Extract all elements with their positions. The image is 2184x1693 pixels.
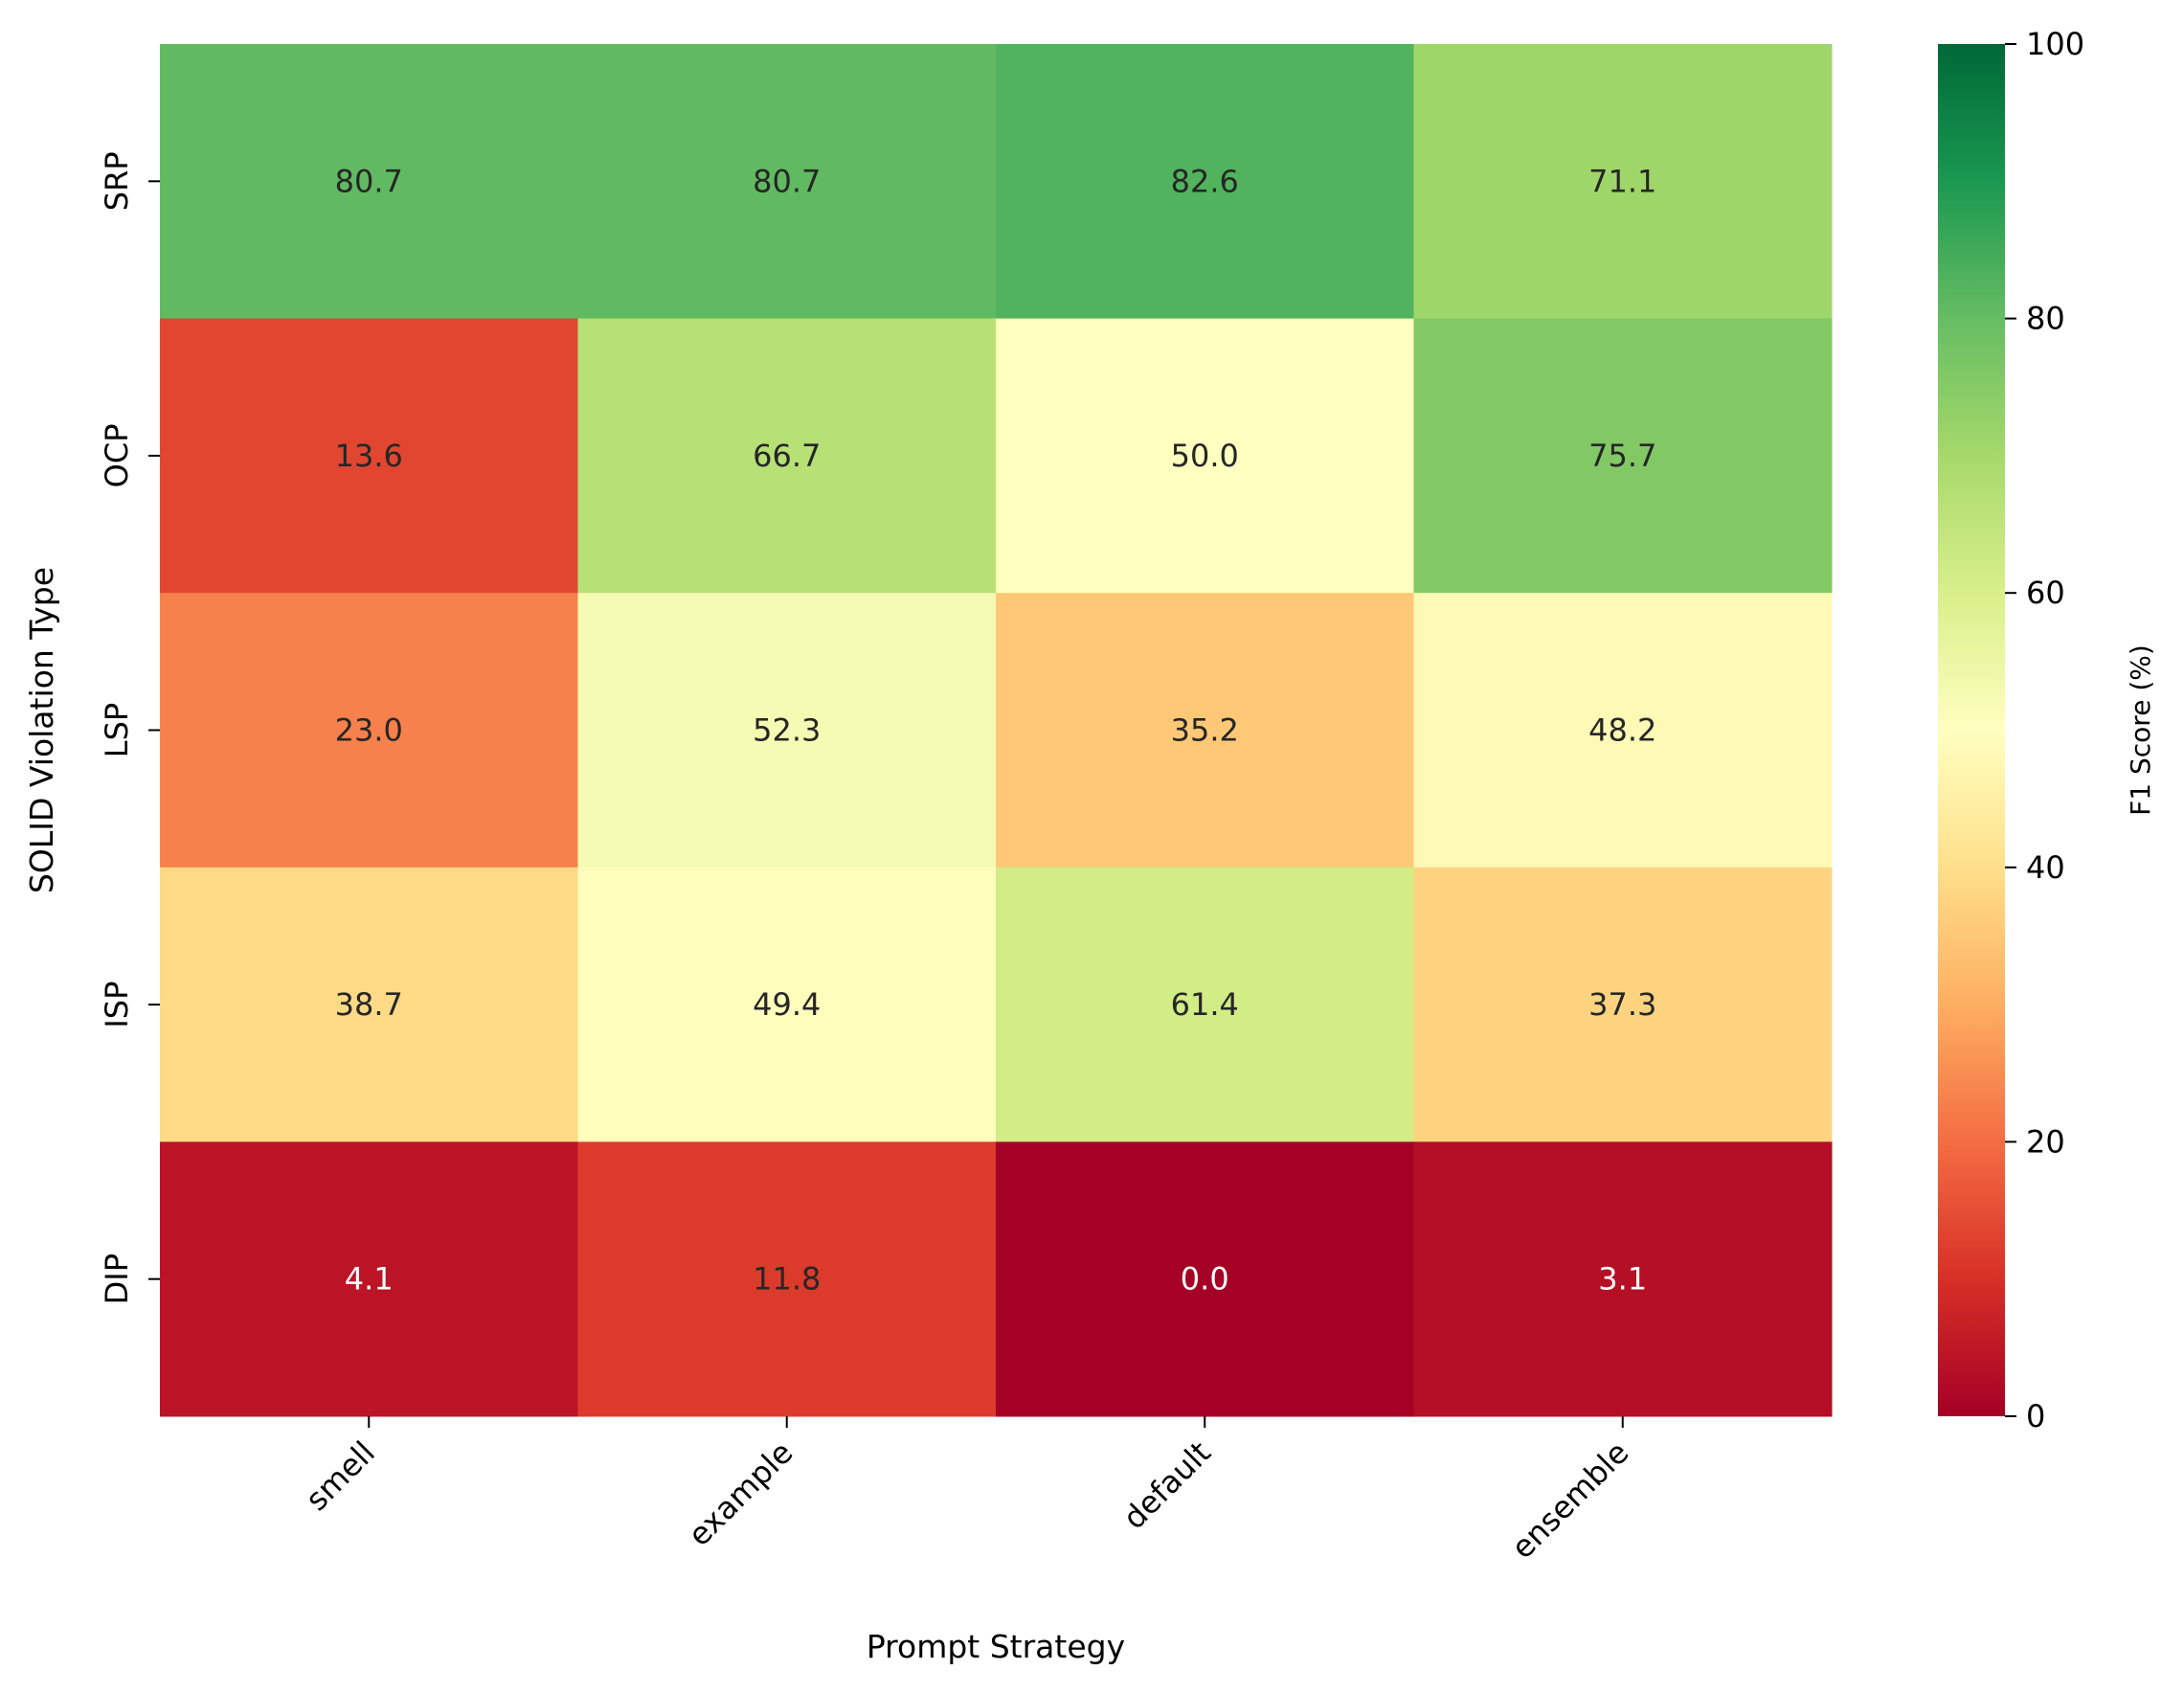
heatmap-cell bbox=[996, 867, 1414, 1142]
cell-value-label: 48.2 bbox=[1588, 712, 1656, 749]
y-tick-label: OCP bbox=[99, 423, 135, 487]
heatmap-cell bbox=[996, 1141, 1414, 1417]
cell-value-label: 0.0 bbox=[1181, 1261, 1229, 1298]
heatmap-cell bbox=[577, 1141, 997, 1417]
heatmap-cell-labels: 80.7 80.7 82.6 71.1 13.6 66.7 50.0 75.7 23.0 52.3… bbox=[335, 163, 1657, 1297]
colorbar-tick-label: 40 bbox=[2026, 849, 2065, 886]
heatmap-cell bbox=[1413, 593, 1833, 869]
cell-value-label: 80.7 bbox=[753, 163, 821, 199]
heatmap-cell bbox=[996, 44, 1414, 320]
y-axis-label: SOLID Violation Type bbox=[23, 567, 60, 893]
cell-value-label: 71.1 bbox=[1588, 163, 1656, 199]
colorbar-label: F1 Score (%) bbox=[2125, 644, 2156, 816]
heatmap-cell bbox=[1413, 1141, 1833, 1417]
cell-value-label: 35.2 bbox=[1171, 712, 1239, 749]
cell-value-label: 49.4 bbox=[753, 986, 821, 1023]
colorbar-tick-label: 80 bbox=[2026, 301, 2065, 337]
cell-value-label: 37.3 bbox=[1588, 986, 1656, 1023]
colorbar-tick-label: 100 bbox=[2026, 26, 2084, 62]
x-tick-label: ensemble bbox=[1504, 1434, 1635, 1566]
y-tick-label: DIP bbox=[99, 1253, 135, 1304]
heatmap-cell bbox=[160, 1141, 578, 1417]
cell-value-label: 75.7 bbox=[1588, 438, 1656, 474]
cell-value-label: 52.3 bbox=[753, 712, 821, 749]
y-tick-label: SRP bbox=[99, 151, 135, 211]
x-tick-label: example bbox=[681, 1434, 799, 1553]
heatmap-cell bbox=[1413, 867, 1833, 1142]
cell-value-label: 38.7 bbox=[335, 986, 403, 1023]
cell-value-label: 66.7 bbox=[753, 438, 821, 474]
cell-value-label: 80.7 bbox=[335, 163, 403, 199]
heatmap-cell bbox=[996, 318, 1414, 594]
heatmap-cell bbox=[577, 867, 997, 1142]
x-axis-label: Prompt Strategy bbox=[867, 1628, 1125, 1665]
cell-value-label: 23.0 bbox=[335, 712, 403, 749]
colorbar: 0 20 40 60 80 100 F1 Score (%) bbox=[1938, 26, 2156, 1434]
cell-value-label: 13.6 bbox=[335, 438, 403, 474]
cell-value-label: 61.4 bbox=[1171, 986, 1239, 1023]
cell-value-label: 3.1 bbox=[1598, 1261, 1647, 1298]
heatmap-cell bbox=[577, 318, 997, 594]
cell-value-label: 11.8 bbox=[753, 1261, 821, 1298]
cell-value-label: 4.1 bbox=[345, 1261, 394, 1298]
x-tick-label: default bbox=[1115, 1434, 1217, 1536]
x-tick-label: smell bbox=[299, 1434, 382, 1518]
colorbar-tick-label: 60 bbox=[2026, 575, 2065, 611]
cell-value-label: 82.6 bbox=[1171, 163, 1239, 199]
heatmap-cell bbox=[160, 593, 578, 869]
heatmap-cell bbox=[996, 593, 1414, 869]
cell-value-label: 50.0 bbox=[1171, 438, 1239, 474]
heatmap-cell bbox=[577, 44, 997, 320]
colorbar-tick-label: 20 bbox=[2026, 1123, 2065, 1160]
heatmap-cell bbox=[1413, 44, 1833, 320]
heatmap-cells bbox=[160, 44, 1833, 1417]
colorbar-ticks: 0 20 40 60 80 100 bbox=[2005, 26, 2084, 1434]
heatmap-cell bbox=[577, 593, 997, 869]
y-tick-label: LSP bbox=[99, 703, 135, 757]
colorbar-gradient bbox=[1938, 44, 2005, 1416]
y-axis: SRP OCP LSP ISP DIP bbox=[99, 151, 160, 1304]
heatmap-cell bbox=[160, 318, 578, 594]
colorbar-tick-label: 0 bbox=[2026, 1398, 2045, 1434]
heatmap-cell bbox=[1413, 318, 1833, 594]
y-tick-label: ISP bbox=[99, 982, 135, 1028]
heatmap-cell bbox=[160, 867, 578, 1142]
x-axis: smell example default ensemble bbox=[299, 1416, 1635, 1566]
heatmap-cell bbox=[160, 44, 578, 320]
